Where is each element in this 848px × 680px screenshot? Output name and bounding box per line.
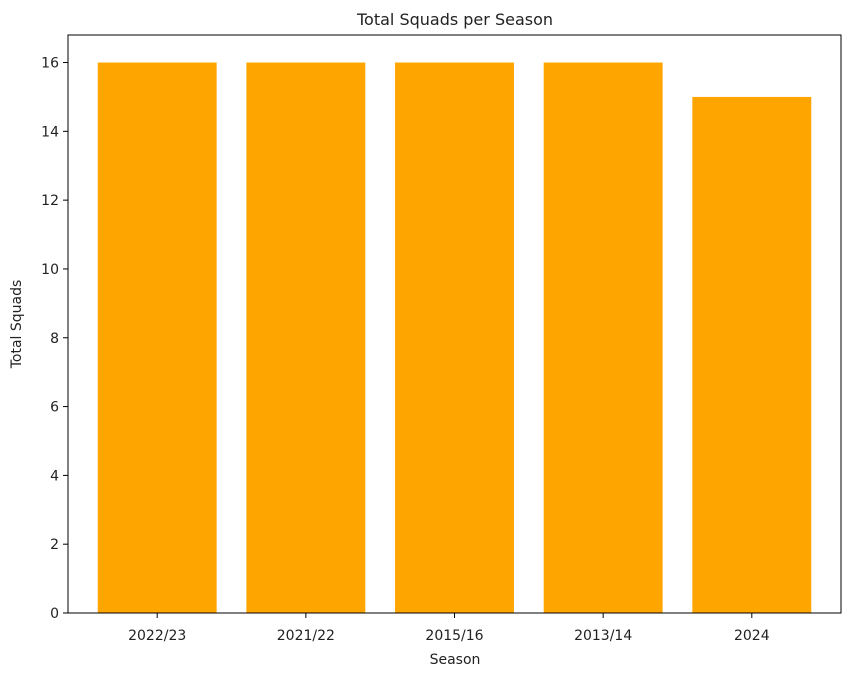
- bar-2024: [692, 96, 812, 614]
- y-tick-label-4: 4: [50, 468, 59, 484]
- x-tick-label-2024: 2024: [734, 628, 770, 644]
- x-tick-label-2022-23: 2022/23: [128, 628, 186, 644]
- bar-2022-23: [97, 62, 217, 613]
- x-tick-label-2013-14: 2013/14: [574, 628, 632, 644]
- y-tick-label-0: 0: [50, 606, 59, 622]
- y-tick-label-2: 2: [50, 537, 59, 553]
- bar-2021-22: [246, 62, 366, 613]
- x-tick-label-2021-22: 2021/22: [277, 628, 335, 644]
- x-axis-label: Season: [430, 652, 481, 668]
- y-tick-label-12: 12: [41, 193, 59, 209]
- y-tick-label-6: 6: [50, 400, 59, 416]
- y-tick-label-16: 16: [41, 56, 59, 72]
- y-tick-label-8: 8: [50, 331, 59, 347]
- bar-2013-14: [543, 62, 663, 613]
- bars-layer: [97, 62, 812, 614]
- bar-2015-16: [395, 62, 514, 613]
- y-axis-label: Total Squads: [9, 280, 25, 370]
- x-tick-label-2015-16: 2015/16: [425, 628, 483, 644]
- y-tick-label-10: 10: [41, 262, 59, 278]
- axes-layer: 0 2 4 6 8 10 12 14 16 2022/23 2021/22 2015/16 2013/1…: [41, 34, 842, 644]
- y-tick-label-14: 14: [41, 124, 59, 140]
- chart-title: Total Squads per Season: [356, 10, 553, 29]
